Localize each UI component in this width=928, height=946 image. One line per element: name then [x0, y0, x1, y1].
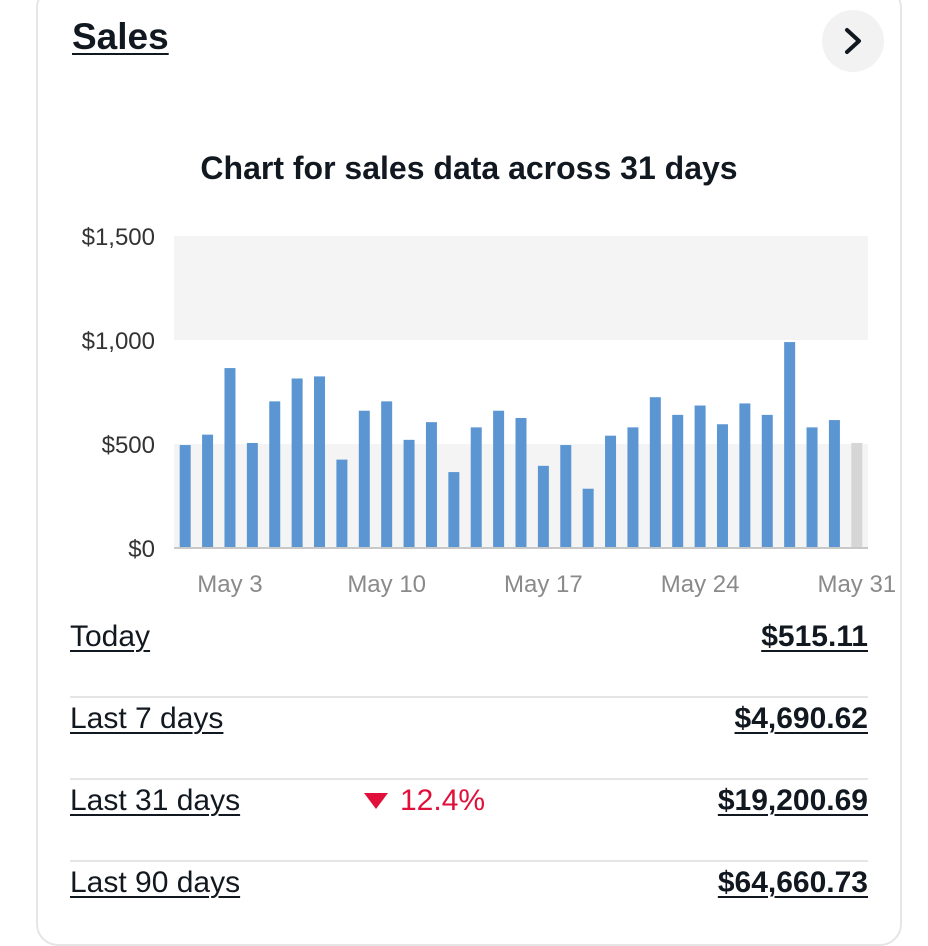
summary-row-last-90-days: Last 90 days $64,660.73 [70, 862, 868, 944]
chart-bar [851, 442, 863, 548]
chart-bar [493, 410, 505, 548]
chart-bar [806, 427, 818, 548]
chart-bar [739, 403, 751, 548]
summary-value-today[interactable]: $515.11 [761, 620, 868, 653]
summary-label-last-7-days[interactable]: Last 7 days [70, 702, 224, 735]
chevron-right-icon [845, 28, 861, 54]
y-tick-label: $0 [128, 536, 155, 563]
chart-bar [537, 465, 549, 548]
chart-bar [269, 401, 281, 548]
card-title[interactable]: Sales [72, 16, 169, 57]
sales-bar-chart: $0 $500 $1,000 $1,500 May 3 May 10 May 17 May 2… [82, 224, 897, 598]
summary-label-last-31-days[interactable]: Last 31 days [70, 784, 241, 817]
summary-label-last-90-days[interactable]: Last 90 days [70, 866, 241, 899]
change-indicator: 12.4% [364, 784, 485, 818]
chart-bar [291, 378, 303, 548]
chart-bar [358, 410, 370, 548]
row-divider [70, 860, 868, 862]
y-tick-label: $1,000 [82, 328, 155, 355]
chart-bar [694, 405, 706, 548]
chart-bar [425, 422, 437, 548]
chart-bar [716, 424, 728, 548]
row-divider [70, 778, 868, 780]
chart-bar [403, 439, 415, 548]
chart-bar [448, 472, 460, 548]
chart-bar [761, 414, 773, 548]
chart-bar [314, 376, 326, 548]
chart-bar [336, 459, 348, 548]
x-tick-label: May 31 [817, 571, 896, 598]
down-triangle-icon [364, 793, 388, 809]
chart-bar [560, 445, 572, 548]
chart-bar [672, 414, 684, 548]
x-tick-label: May 24 [661, 571, 740, 598]
chart-bar [515, 418, 527, 548]
summary-label-today[interactable]: Today [70, 620, 151, 653]
chart-bar [784, 342, 796, 548]
chart-bar [246, 442, 258, 548]
x-tick-label: May 10 [347, 571, 426, 598]
summary-row-last-7-days: Last 7 days $4,690.62 [70, 698, 868, 780]
chart-bar [582, 488, 594, 548]
change-percent: 12.4% [400, 784, 486, 817]
x-tick-label: May 17 [504, 571, 583, 598]
summary-value-last-90-days[interactable]: $64,660.73 [717, 866, 868, 899]
row-divider [70, 696, 868, 698]
summary-value-last-31-days[interactable]: $19,200.69 [717, 784, 868, 817]
chart-bar [202, 434, 214, 548]
summary-value-last-7-days[interactable]: $4,690.62 [734, 702, 868, 735]
y-tick-label: $500 [102, 432, 155, 459]
chart-bar [649, 397, 661, 548]
chart-band-1000-1500 [174, 236, 868, 340]
summary-row-last-31-days: Last 31 days 12.4% $19,200.69 [70, 780, 868, 862]
summary-row-today: Today $515.11 [70, 616, 868, 698]
chart-bar [381, 401, 393, 548]
chart-title: Chart for sales data across 31 days [200, 150, 738, 186]
chart-bar [224, 368, 236, 548]
chart-bar [627, 427, 639, 548]
sales-details-button[interactable] [822, 10, 884, 72]
chart-bar [828, 420, 840, 548]
chart-bar [470, 427, 482, 548]
chart-bar [605, 435, 617, 548]
chart-bar [179, 445, 191, 548]
x-tick-label: May 3 [197, 571, 262, 598]
y-tick-label: $1,500 [82, 224, 155, 251]
